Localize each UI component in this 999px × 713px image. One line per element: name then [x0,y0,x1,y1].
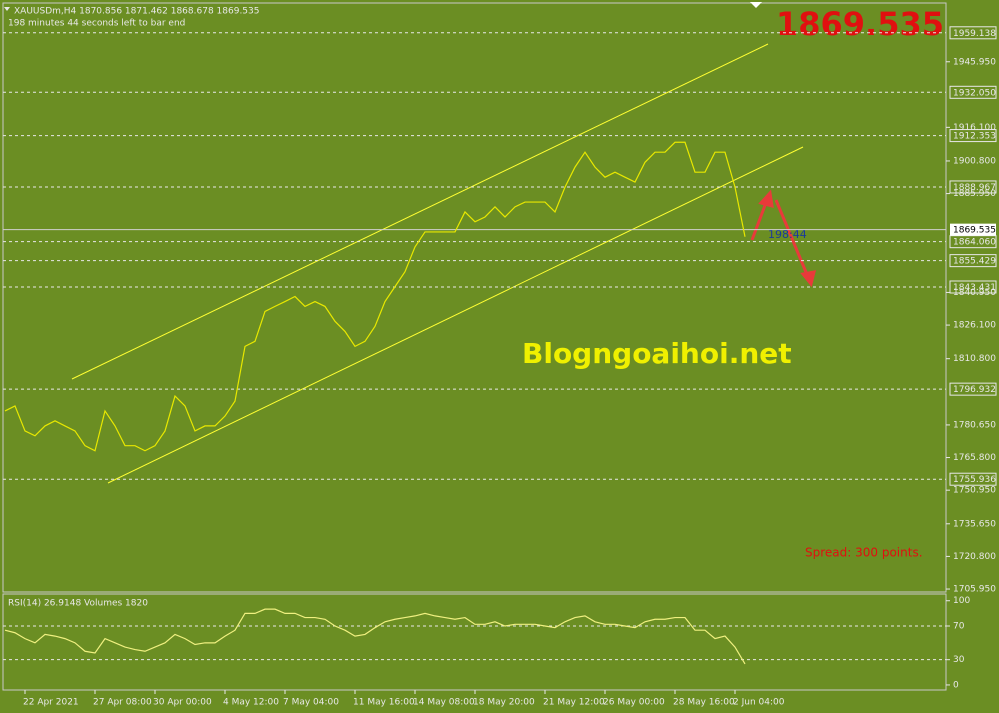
y-tick-label: 1750.950 [953,486,996,496]
x-tick-label: 28 May 16:00 [673,698,735,708]
x-tick-label: 11 May 16:00 [353,698,415,708]
y-tick-label: 1705.950 [953,585,996,595]
x-tick-label: 22 Apr 2021 [23,698,79,708]
y-tick-label: 1945.950 [953,57,996,67]
x-tick-label: 21 May 12:00 [543,698,605,708]
x-tick-label: 27 Apr 08:00 [93,698,152,708]
y-tick-label: 1810.800 [953,354,996,364]
y-tick-label: 1900.800 [953,156,996,166]
series-line [4,608,746,665]
level-label: 1843.431 [953,283,996,293]
level-box [949,382,997,396]
y-tick-label: 1916.100 [953,123,996,133]
big-price: 1869.535 [776,5,944,43]
arrow-head [800,270,817,288]
y-tick-label: 1840.950 [953,288,996,298]
level-label: 1796.932 [953,385,996,395]
y-tick-label: 100 [953,596,970,606]
level-box [949,85,997,99]
level-label: 1888.967 [953,183,996,193]
menu-arrow[interactable] [4,7,10,11]
y-tick-label: 1780.650 [953,420,996,430]
arrow-down [774,199,810,278]
x-tick-label: 2 Jun 04:00 [733,698,785,708]
level-box [949,26,997,40]
level-box [949,235,997,249]
series-line [4,141,746,452]
channel-lower [107,146,804,484]
timer-text: 198 minutes 44 seconds left to bar end [8,19,185,29]
channel-upper [71,43,769,380]
level-box [949,254,997,268]
watermark: Blogngoaihoi.net [522,337,792,370]
level-label: 1755.936 [953,475,996,485]
level-label: 1912.353 [953,132,996,142]
x-tick-label: 18 May 20:00 [473,698,535,708]
price-label: 1869.535 [953,226,996,236]
level-box [949,180,997,194]
x-tick-label: 14 May 08:00 [413,698,475,708]
price-box [950,223,996,236]
arrow-up [750,199,769,241]
y-tick-label: 1720.800 [953,552,996,562]
symbol-header: XAUUSDm,H4 1870.856 1871.462 1868.678 18… [14,7,259,17]
y-tick-label: 70 [953,622,965,632]
level-box [949,280,997,294]
level-label: 1932.050 [953,88,996,98]
arrow-head [758,189,774,209]
level-box [949,129,997,143]
x-tick-label: 7 May 04:00 [283,698,339,708]
y-tick-label: 1826.100 [953,321,996,331]
x-tick-label: 30 Apr 00:00 [153,698,212,708]
bar-timer: 198:44 [768,228,807,241]
level-label: 1864.060 [953,238,996,248]
level-label: 1959.138 [953,29,996,39]
level-label: 1855.429 [953,257,996,267]
y-tick-label: 1765.800 [953,453,996,463]
y-tick-label: 30 [953,655,965,665]
main-panel [2,2,947,593]
arrows [750,189,817,288]
spread-text: Spread: 300 points. [805,546,923,560]
y-tick-label: 0 [953,680,959,690]
x-tick-label: 4 May 12:00 [223,698,279,708]
level-box [949,472,997,486]
y-tick-label: 1735.650 [953,519,996,529]
shift-marker [750,2,762,8]
y-tick-label: 1885.950 [953,189,996,199]
x-tick-label: 26 May 00:00 [603,698,665,708]
rsi-header: RSI(14) 26.9148 Volumes 1820 [8,599,148,609]
